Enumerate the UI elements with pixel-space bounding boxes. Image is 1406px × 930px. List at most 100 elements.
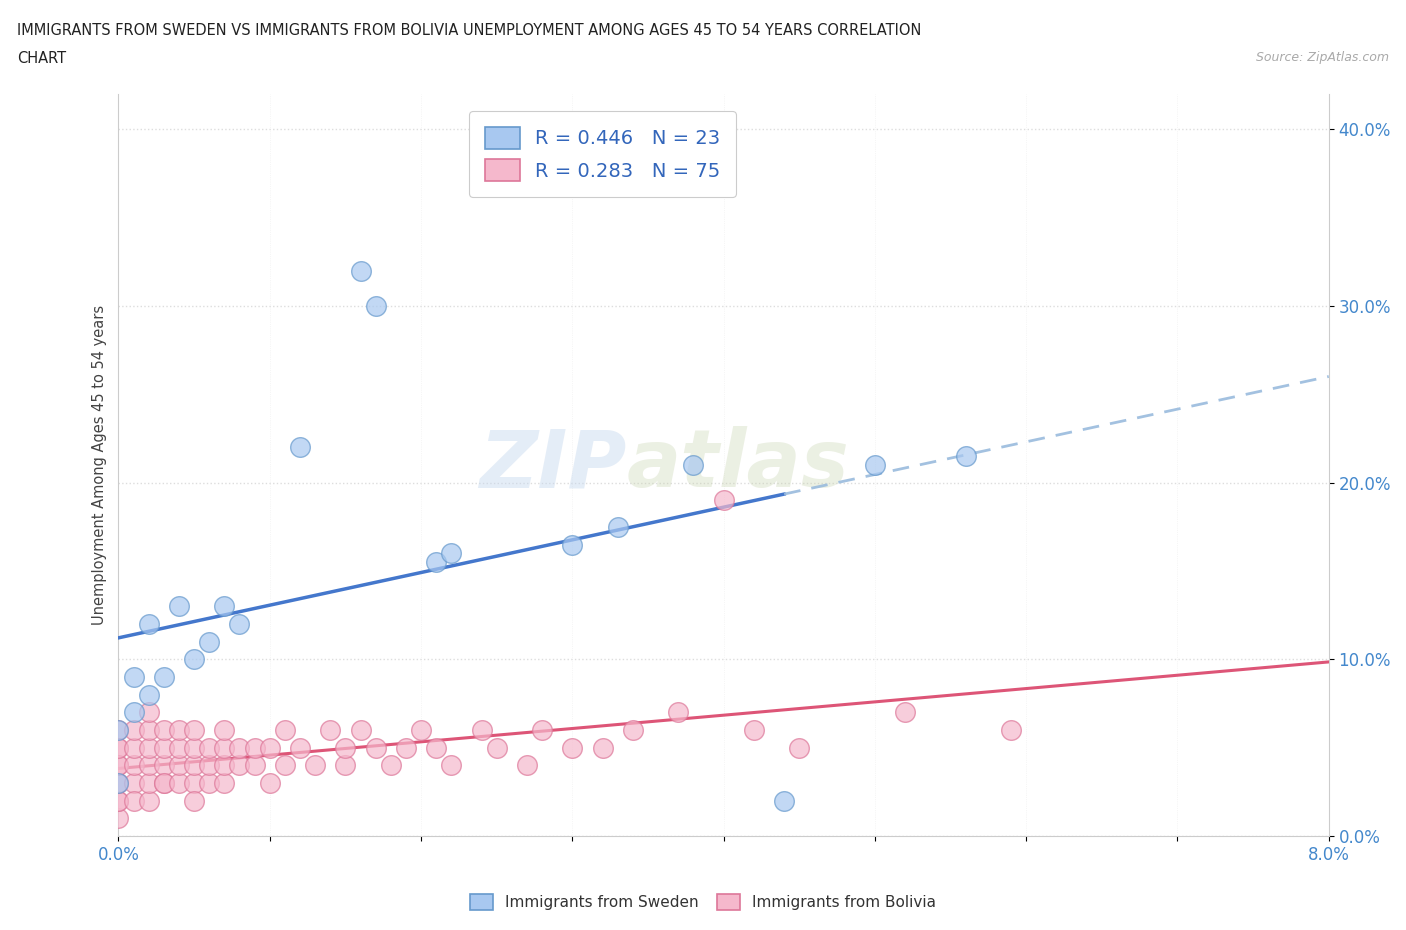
Point [561,740,583,755]
Point [713,493,735,508]
Point [107,723,129,737]
Point [122,776,145,790]
Point [335,758,357,773]
Text: CHART: CHART [17,51,66,66]
Point [167,758,190,773]
Point [773,793,796,808]
Point [409,723,432,737]
Point [138,705,160,720]
Point [153,670,176,684]
Point [138,687,160,702]
Point [955,449,977,464]
Point [107,793,129,808]
Point [167,776,190,790]
Point [395,740,418,755]
Point [259,740,281,755]
Point [138,793,160,808]
Point [787,740,810,755]
Point [228,740,250,755]
Point [440,546,463,561]
Point [425,555,447,570]
Text: ZIP: ZIP [479,426,627,504]
Point [107,811,129,826]
Point [122,793,145,808]
Point [288,740,311,755]
Legend: R = 0.446   N = 23, R = 0.283   N = 75: R = 0.446 N = 23, R = 0.283 N = 75 [470,112,735,197]
Point [214,599,236,614]
Point [335,740,357,755]
Point [122,740,145,755]
Point [107,776,129,790]
Point [228,617,250,631]
Point [153,776,176,790]
Point [153,776,176,790]
Point [380,758,402,773]
Point [153,740,176,755]
Point [107,793,129,808]
Point [1000,723,1022,737]
Point [319,723,342,737]
Point [198,776,221,790]
Point [107,776,129,790]
Point [122,723,145,737]
Point [183,723,205,737]
Y-axis label: Unemployment Among Ages 45 to 54 years: Unemployment Among Ages 45 to 54 years [93,305,107,625]
Point [621,723,644,737]
Legend: Immigrants from Sweden, Immigrants from Bolivia: Immigrants from Sweden, Immigrants from … [463,886,943,918]
Point [198,740,221,755]
Point [107,740,129,755]
Point [198,758,221,773]
Text: atlas: atlas [627,426,849,504]
Point [682,458,704,472]
Text: Source: ZipAtlas.com: Source: ZipAtlas.com [1256,51,1389,64]
Point [425,740,447,755]
Point [592,740,614,755]
Point [122,758,145,773]
Point [107,758,129,773]
Point [894,705,917,720]
Point [274,723,297,737]
Point [606,520,628,535]
Point [214,776,236,790]
Point [259,776,281,790]
Point [364,740,387,755]
Point [561,538,583,552]
Point [183,652,205,667]
Point [440,758,463,773]
Point [243,740,266,755]
Point [666,705,689,720]
Point [863,458,886,472]
Point [349,263,371,278]
Point [183,758,205,773]
Point [138,776,160,790]
Point [107,723,129,737]
Point [364,299,387,313]
Point [153,758,176,773]
Point [304,758,326,773]
Point [214,740,236,755]
Point [183,776,205,790]
Point [198,634,221,649]
Point [228,758,250,773]
Point [107,776,129,790]
Point [167,740,190,755]
Point [274,758,297,773]
Point [349,723,371,737]
Point [167,723,190,737]
Point [288,440,311,455]
Point [470,723,492,737]
Point [107,740,129,755]
Point [138,740,160,755]
Point [183,740,205,755]
Point [214,758,236,773]
Point [516,758,538,773]
Point [742,723,765,737]
Point [214,723,236,737]
Point [485,740,508,755]
Point [243,758,266,773]
Text: IMMIGRANTS FROM SWEDEN VS IMMIGRANTS FROM BOLIVIA UNEMPLOYMENT AMONG AGES 45 TO : IMMIGRANTS FROM SWEDEN VS IMMIGRANTS FRO… [17,23,921,38]
Point [138,617,160,631]
Point [183,793,205,808]
Point [138,758,160,773]
Point [122,705,145,720]
